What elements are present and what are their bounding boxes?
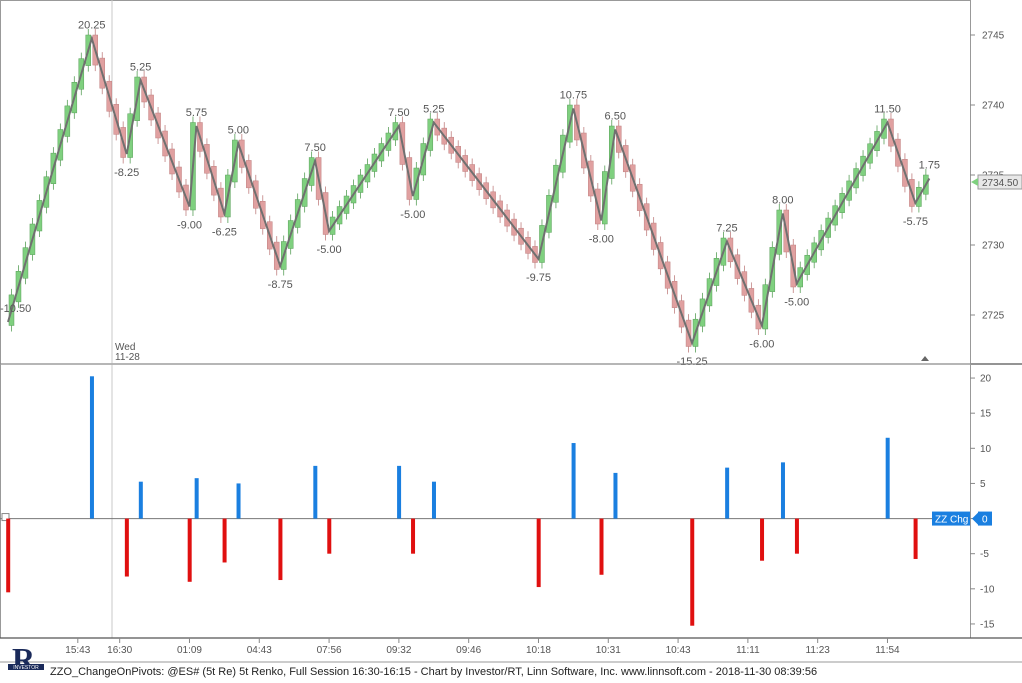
pivot-label: -8.75 bbox=[268, 279, 293, 291]
time-tick-label: 04:43 bbox=[247, 645, 272, 656]
zz-change-bar-negative bbox=[794, 518, 799, 554]
pivot-label: 7.50 bbox=[388, 107, 409, 119]
indicator-value-arrow bbox=[972, 512, 978, 525]
pivot-label: 8.00 bbox=[772, 195, 793, 207]
pivot-label: 5.00 bbox=[228, 125, 249, 137]
last-price-arrow bbox=[971, 178, 978, 186]
zz-change-bar-positive bbox=[194, 478, 199, 519]
indicator-y-tick-label: 10 bbox=[980, 444, 992, 455]
price-y-tick-label: 2740 bbox=[982, 101, 1005, 112]
pane-handle-icon[interactable] bbox=[1, 513, 10, 522]
time-tick-label: 10:18 bbox=[526, 645, 551, 656]
zz-change-bar-positive bbox=[571, 443, 576, 519]
time-tick-label: 11:54 bbox=[875, 645, 900, 656]
pivot-label: 7.25 bbox=[716, 223, 737, 235]
day-marker-weekday: Wed bbox=[115, 342, 135, 353]
pivot-label: -10.50 bbox=[0, 303, 31, 315]
zz-change-bar-negative bbox=[222, 518, 227, 563]
time-tick-label: 11:23 bbox=[806, 645, 831, 656]
pivot-label: -15.25 bbox=[676, 356, 707, 368]
indicator-y-tick-label: 5 bbox=[980, 479, 986, 490]
pivot-label: -8.00 bbox=[589, 234, 614, 246]
time-tick-label: 15:43 bbox=[65, 645, 90, 656]
pivot-label: -9.75 bbox=[526, 272, 551, 284]
pivot-label: 1.75 bbox=[919, 160, 940, 172]
zz-change-bar-negative bbox=[913, 518, 918, 559]
time-tick-label: 11:11 bbox=[736, 645, 760, 656]
pivot-label: -8.25 bbox=[114, 167, 139, 179]
pivot-label: -5.00 bbox=[400, 209, 425, 221]
pivot-label: 5.75 bbox=[186, 107, 207, 119]
zz-change-bar-negative bbox=[187, 518, 192, 582]
zz-change-bar-positive bbox=[89, 376, 94, 519]
zz-change-bar-positive bbox=[236, 483, 241, 519]
pivot-label: 7.50 bbox=[304, 142, 325, 154]
pivot-label: 11.50 bbox=[874, 104, 901, 116]
time-tick-label: 10:31 bbox=[596, 645, 621, 656]
zz-change-bar-negative bbox=[536, 518, 541, 588]
indicator-value-badge bbox=[978, 511, 992, 526]
zz-change-bar-positive bbox=[138, 481, 143, 519]
indicator-y-tick-label: -5 bbox=[980, 549, 989, 560]
day-marker-date: 11-28 bbox=[115, 352, 140, 363]
pivot-label: 6.50 bbox=[605, 111, 626, 123]
zz-change-bar-negative bbox=[327, 518, 332, 554]
zz-change-bar-positive bbox=[725, 467, 730, 519]
zz-change-bar-positive bbox=[397, 465, 402, 519]
zigzag-line bbox=[7, 35, 931, 347]
pivot-label: -9.00 bbox=[177, 220, 202, 232]
zz-change-bar-negative bbox=[760, 518, 765, 561]
zz-change-bar-positive bbox=[780, 462, 785, 519]
zz-change-bar-positive bbox=[613, 472, 618, 519]
indicator-frame bbox=[0, 363, 971, 639]
indicator-y-tick-label: -10 bbox=[980, 584, 995, 595]
time-tick-label: 01:09 bbox=[177, 645, 202, 656]
indicator-y-tick-label: 20 bbox=[980, 374, 992, 385]
indicator-y-tick-label: -15 bbox=[980, 619, 995, 630]
price-y-tick-label: 2745 bbox=[982, 31, 1005, 42]
investor-rt-logo-icon: R INVESTOR bbox=[8, 640, 44, 678]
pivot-label: 5.25 bbox=[423, 104, 444, 116]
pivot-label: 10.75 bbox=[560, 90, 588, 102]
zz-change-bar-positive bbox=[431, 481, 436, 519]
chart-footer-caption: ZZO_ChangeOnPivots: @ES# (5t Re) 5t Renk… bbox=[50, 666, 818, 678]
price-pane: 27252730273527402745Wed11-28-10.5020.25-… bbox=[0, 0, 1022, 638]
zz-change-bar-negative bbox=[124, 518, 129, 577]
zz-change-bar-negative bbox=[599, 518, 604, 575]
pivot-label: -5.75 bbox=[903, 216, 928, 228]
pivot-label: 5.25 bbox=[130, 62, 151, 74]
scroll-marker-icon[interactable] bbox=[921, 356, 929, 361]
price-frame bbox=[0, 0, 971, 365]
zz-change-bar-negative bbox=[278, 518, 283, 581]
zz-change-bar-positive bbox=[313, 465, 318, 519]
zz-change-bar-positive bbox=[885, 437, 890, 519]
last-price-label: 2734.50 bbox=[982, 178, 1019, 189]
pivot-label: -5.00 bbox=[784, 297, 809, 309]
pivot-label: 20.25 bbox=[78, 20, 106, 32]
price-y-tick-label: 2725 bbox=[982, 311, 1005, 322]
zz-change-bar-negative bbox=[690, 518, 695, 626]
pivot-label: -6.00 bbox=[749, 339, 774, 351]
svg-text:R: R bbox=[12, 641, 36, 677]
pivot-label: -6.25 bbox=[212, 227, 237, 239]
time-tick-label: 09:46 bbox=[456, 645, 481, 656]
indicator-value-text: 0 bbox=[982, 515, 988, 526]
zz-change-bar-negative bbox=[6, 518, 11, 593]
indicator-y-tick-label: 15 bbox=[980, 409, 992, 420]
indicator-label-text: ZZ Chg bbox=[935, 515, 968, 526]
time-tick-label: 10:43 bbox=[666, 645, 691, 656]
pivot-label: -5.00 bbox=[317, 244, 342, 256]
time-tick-label: 07:56 bbox=[317, 645, 342, 656]
price-y-tick-label: 2730 bbox=[982, 241, 1005, 252]
logo-text: INVESTOR bbox=[13, 665, 39, 671]
indicator-label-badge bbox=[932, 511, 970, 526]
time-tick-label: 16:30 bbox=[107, 645, 132, 656]
zz-change-bar-negative bbox=[411, 518, 416, 554]
time-tick-label: 09:32 bbox=[386, 645, 411, 656]
time-axis: 15:43 16:30 01:09 04:43 07:56 09:32 09:46 10:18… bbox=[0, 637, 1022, 663]
